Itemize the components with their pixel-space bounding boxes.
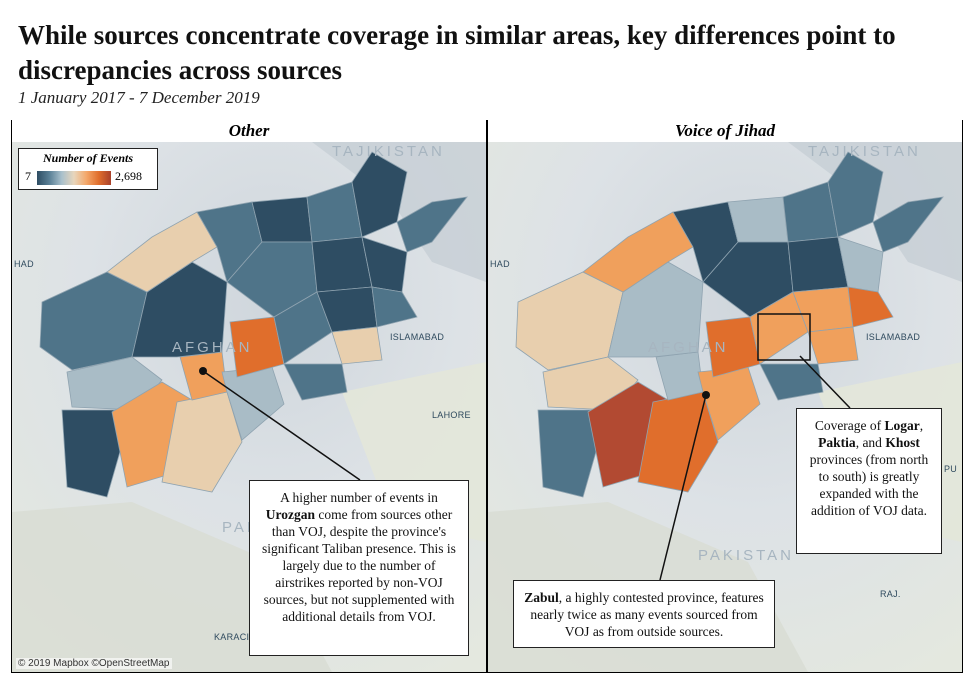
callout-urozgan: A higher number of events in Urozgan com… xyxy=(249,480,469,656)
label-tajikistan: TAJIKISTAN xyxy=(808,143,921,160)
label-lahore: LAHORE xyxy=(432,410,471,420)
province-parwan xyxy=(787,236,849,293)
panel-title-voj: Voice of Jihad xyxy=(488,120,962,142)
label-islamabad: ISLAMABAD xyxy=(390,332,444,342)
panel-title-other: Other xyxy=(12,120,486,142)
highlight-box-logar-paktia-khost xyxy=(757,313,811,361)
province-nimruz xyxy=(61,409,133,498)
province-logar xyxy=(331,326,383,365)
label-herat: HAD xyxy=(14,259,34,269)
callout-zabul: Zabul, a highly contested province, feat… xyxy=(513,580,775,648)
province-badakhshan xyxy=(351,151,408,238)
label-pu: PU xyxy=(944,464,957,474)
callout-logar-bold-logar: Logar xyxy=(884,418,920,433)
date-range-subtitle: 1 January 2017 - 7 December 2019 xyxy=(18,88,260,107)
callout-urozgan-bold: Urozgan xyxy=(265,507,316,522)
label-herat: HAD xyxy=(490,259,510,269)
label-karachi: KARACI xyxy=(214,632,249,642)
legend-color-ramp xyxy=(37,171,111,185)
province-badakhshan xyxy=(827,151,884,238)
province-wakhan xyxy=(396,196,468,253)
label-afghan: AFGHAN xyxy=(172,339,253,356)
province-logar xyxy=(807,326,859,365)
province-balkh xyxy=(727,196,789,243)
label-raj: RAJ. xyxy=(880,589,901,599)
legend: Number of Events 7 2,698 xyxy=(18,148,158,190)
province-nimruz xyxy=(537,409,609,498)
callout-urozgan-text-2: come from sources other than VOJ, despit… xyxy=(262,507,456,624)
label-islamabad: ISLAMABAD xyxy=(866,332,920,342)
callout-logar-text-3: , and xyxy=(855,435,886,450)
callout-logar-text-4: provinces (from north to south) is great… xyxy=(809,452,929,518)
label-tajikistan: TAJIKISTAN xyxy=(332,143,445,160)
label-afghan: AFGHAN xyxy=(648,339,729,356)
label-pakistan: PAKISTAN xyxy=(698,547,794,564)
callout-logar-text-2: , xyxy=(919,418,924,433)
map-credit[interactable]: © 2019 Mapbox ©OpenStreetMap xyxy=(16,658,172,669)
legend-max: 2,698 xyxy=(115,169,142,183)
callout-logar-text-1: Coverage of xyxy=(814,418,885,433)
callout-zabul-bold: Zabul xyxy=(524,590,559,605)
legend-title: Number of Events xyxy=(43,151,133,165)
province-wakhan xyxy=(872,196,944,253)
province-nangarhar xyxy=(371,286,418,328)
callout-logar-bold-paktia: Paktia xyxy=(818,435,856,450)
province-balkh xyxy=(251,196,313,243)
callout-logar-paktia-khost: Coverage of Logar, Paktia, and Khost pro… xyxy=(796,408,942,554)
callout-logar-bold-khost: Khost xyxy=(885,435,920,450)
province-nangarhar xyxy=(847,286,894,328)
callout-urozgan-text-1: A higher number of events in xyxy=(280,490,438,505)
callout-zabul-text: , a highly contested province, features … xyxy=(530,590,764,639)
provinces-voj xyxy=(515,151,944,498)
province-parwan xyxy=(311,236,373,293)
legend-min: 7 xyxy=(25,169,31,183)
page-title: While sources concentrate coverage in si… xyxy=(18,20,896,85)
